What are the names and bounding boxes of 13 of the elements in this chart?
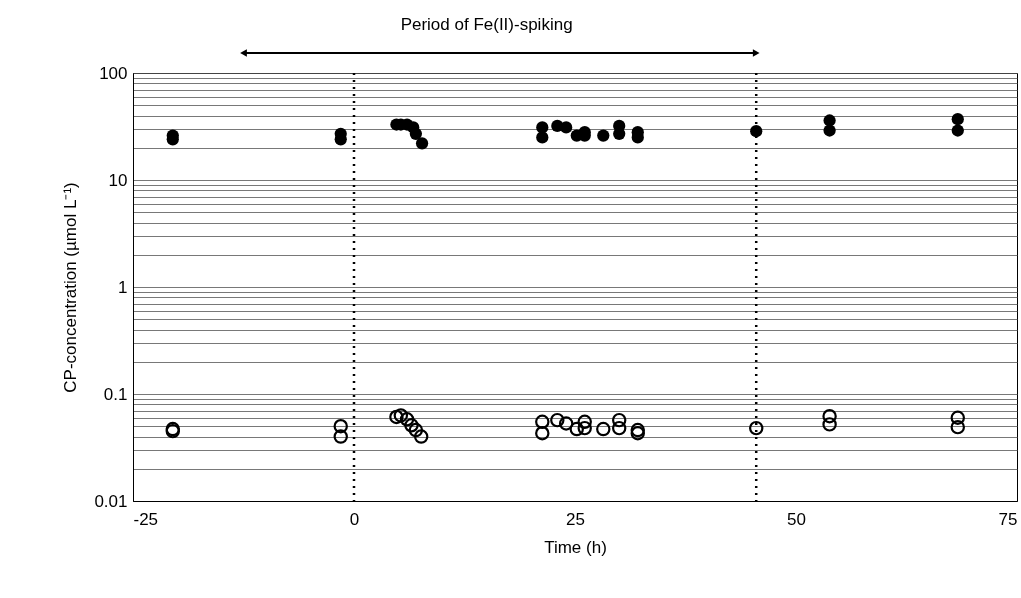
y-tick-label: 0.1 bbox=[103, 384, 128, 404]
text: Period of Fe(II)-spiking bbox=[400, 15, 573, 34]
x-axis-title: Time (h) bbox=[544, 537, 607, 557]
y-tick-label: 1 bbox=[118, 277, 128, 297]
y-axis-title: CP-concentration (µmol L⁻¹) bbox=[61, 182, 81, 393]
y-tick-label: 10 bbox=[108, 170, 128, 190]
x-tick-label: 0 bbox=[349, 509, 360, 529]
x-tick-label: 25 bbox=[566, 509, 585, 529]
y-tick-label: 100 bbox=[99, 63, 128, 83]
y-tick-label: 0.01 bbox=[94, 491, 128, 511]
x-tick-label: 50 bbox=[787, 509, 806, 529]
x-tick-label: 75 bbox=[998, 509, 1018, 529]
x-tick-label: -25 bbox=[133, 509, 159, 529]
